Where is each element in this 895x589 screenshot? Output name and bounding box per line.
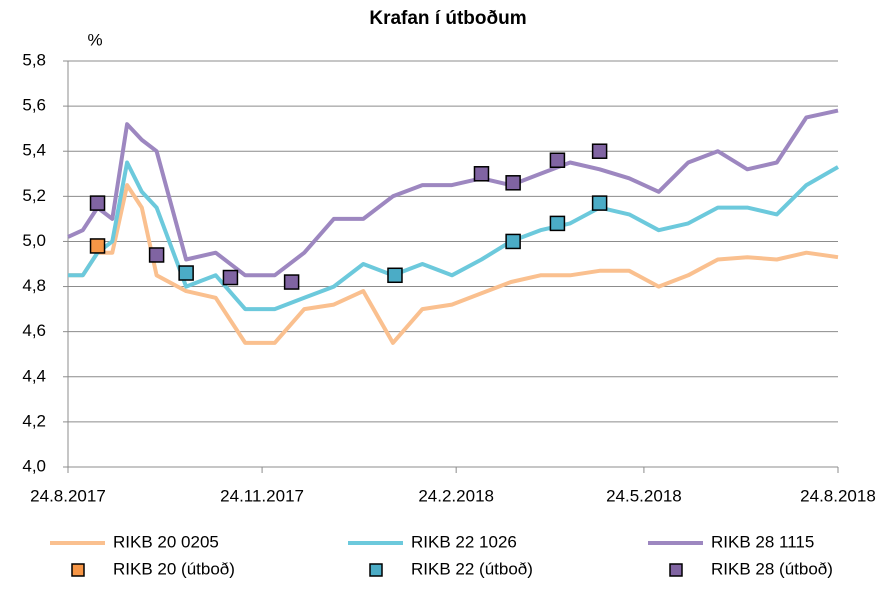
auction-marker bbox=[505, 175, 521, 191]
auction-marker bbox=[283, 274, 300, 290]
auction-marker bbox=[591, 195, 608, 211]
auction-marker bbox=[505, 233, 521, 250]
y-tick-label: 5,6 bbox=[22, 96, 46, 115]
legend-label: RIKB 28 1115 bbox=[711, 532, 814, 551]
y-tick-label: 4,4 bbox=[22, 366, 46, 385]
y-axis-label: % bbox=[87, 30, 102, 49]
legend-label: RIKB 22 (útboð) bbox=[411, 559, 533, 578]
legend-marker bbox=[369, 563, 383, 577]
y-tick-label: 4,6 bbox=[22, 321, 46, 340]
auction-marker bbox=[222, 269, 239, 286]
x-tick-label: 24.2.2018 bbox=[418, 486, 494, 505]
legend-label: RIKB 28 (útboð) bbox=[711, 559, 833, 578]
legend-marker bbox=[669, 563, 683, 577]
y-tick-label: 4,2 bbox=[22, 411, 46, 430]
auction-marker bbox=[549, 152, 566, 168]
auction-marker bbox=[89, 195, 106, 211]
x-tick-label: 24.8.2017 bbox=[30, 486, 106, 505]
legend-label: RIKB 20 0205 bbox=[113, 532, 219, 551]
y-tick-label: 5,0 bbox=[22, 231, 46, 250]
legend-label: RIKB 22 1026 bbox=[411, 532, 517, 551]
auction-marker bbox=[178, 265, 194, 281]
legend-label: RIKB 20 (útboð) bbox=[113, 559, 235, 578]
series-line bbox=[67, 108, 839, 278]
auction-marker bbox=[387, 267, 403, 284]
x-tick-label: 24.8.2018 bbox=[800, 486, 876, 505]
chart-title: Krafan í útboðum bbox=[369, 8, 526, 29]
legend-marker bbox=[71, 563, 85, 577]
auction-marker bbox=[89, 238, 106, 254]
y-tick-label: 4,0 bbox=[22, 456, 46, 475]
x-tick-label: 24.5.2018 bbox=[606, 486, 682, 505]
auction-marker bbox=[473, 166, 490, 182]
y-tick-label: 5,4 bbox=[22, 141, 46, 160]
auction-marker bbox=[591, 143, 608, 159]
y-tick-label: 5,8 bbox=[22, 50, 46, 69]
series-line bbox=[68, 160, 839, 312]
series-line bbox=[68, 183, 839, 345]
auction-marker bbox=[549, 215, 566, 232]
y-tick-label: 5,2 bbox=[22, 186, 46, 205]
x-tick-label: 24.11.2017 bbox=[220, 486, 304, 505]
auction-marker bbox=[148, 247, 165, 263]
y-tick-label: 4,8 bbox=[22, 276, 46, 295]
